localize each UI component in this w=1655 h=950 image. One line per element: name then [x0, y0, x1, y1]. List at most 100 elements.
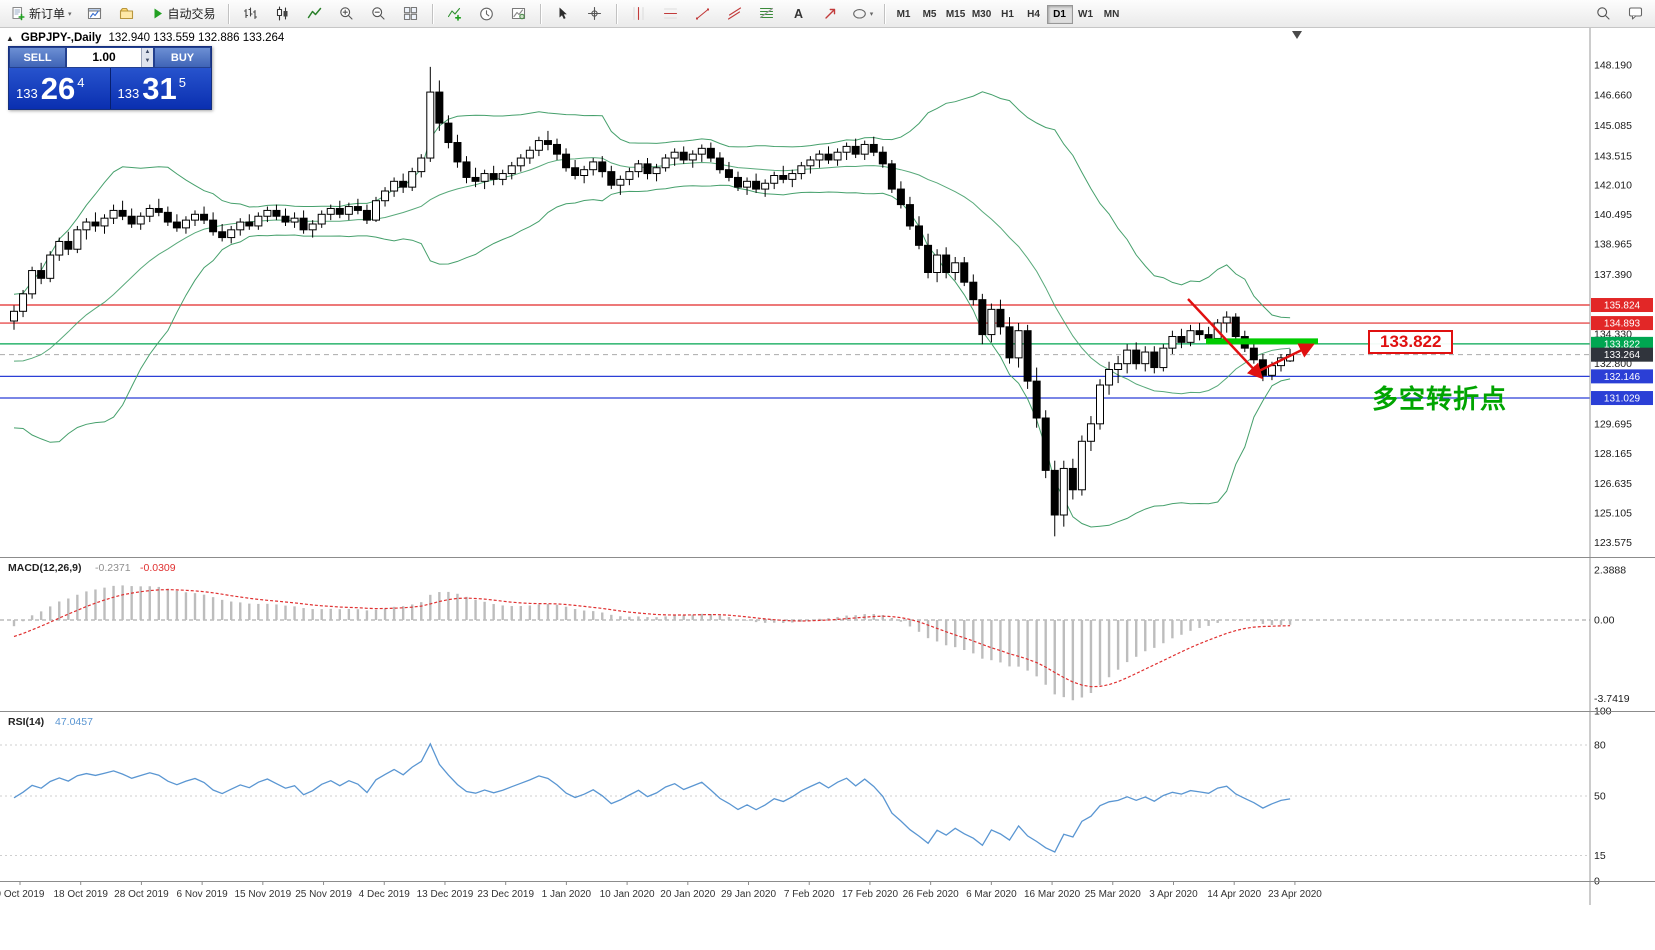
tile-windows-button[interactable]	[395, 2, 427, 26]
search-button[interactable]	[1587, 2, 1619, 26]
svg-text:131.029: 131.029	[1604, 394, 1641, 405]
svg-text:15 Nov 2019: 15 Nov 2019	[234, 889, 291, 900]
new-order-button[interactable]: 新订单 ▾	[4, 3, 79, 25]
clock-icon	[479, 6, 494, 21]
vertical-line-icon	[631, 6, 646, 21]
svg-text:-0.0309: -0.0309	[140, 562, 176, 574]
toolbar-separator	[227, 3, 230, 24]
svg-text:10 Jan 2020: 10 Jan 2020	[600, 889, 655, 900]
svg-text:15: 15	[1594, 850, 1606, 862]
sell-button[interactable]: SELL	[9, 47, 66, 68]
chevron-down-icon: ▾	[869, 10, 874, 18]
svg-text:125.105: 125.105	[1594, 507, 1632, 519]
bollinger-bands-layer	[13, 91, 1291, 528]
svg-text:23 Apr 2020: 23 Apr 2020	[1268, 889, 1322, 900]
timeframe-m1[interactable]: M1	[891, 5, 917, 24]
timeframe-m15[interactable]: M15	[943, 5, 969, 24]
svg-text:123.575: 123.575	[1594, 537, 1632, 549]
channel-icon	[727, 6, 742, 21]
zoom-out-icon	[371, 6, 386, 21]
line-chart-mode-button[interactable]	[299, 2, 331, 26]
svg-text:25 Nov 2019: 25 Nov 2019	[295, 889, 352, 900]
chart-shift-marker	[1292, 31, 1302, 39]
timeframe-m5[interactable]: M5	[917, 5, 943, 24]
periods-button[interactable]	[471, 2, 503, 26]
svg-text:7 Feb 2020: 7 Feb 2020	[784, 889, 835, 900]
templates-button[interactable]	[503, 2, 535, 26]
new-chart-button[interactable]	[79, 2, 111, 26]
sell-price-big: 26	[40, 71, 76, 106]
ohlc-readout: 132.940 133.559 132.886 133.264	[108, 32, 285, 44]
cursor-icon	[555, 6, 570, 21]
volume-value[interactable]: 1.00	[92, 50, 116, 64]
vertical-line-tool-button[interactable]	[623, 2, 655, 26]
sell-price-sup: 4	[77, 75, 85, 90]
svg-text:148.190: 148.190	[1594, 60, 1632, 72]
svg-text:2.3888: 2.3888	[1594, 564, 1626, 576]
trendline-tool-button[interactable]	[687, 2, 719, 26]
svg-text:146.660: 146.660	[1594, 89, 1632, 101]
autotrading-button[interactable]: 自动交易	[143, 3, 223, 25]
timeframe-w1[interactable]: W1	[1073, 5, 1099, 24]
fibonacci-tool-button[interactable]	[751, 2, 783, 26]
toolbar: 新订单 ▾ 自动交易 A ▾ M1 M5 M15 M30 H1 H4 D1 W1 M	[0, 0, 1655, 28]
buy-price[interactable]: 133 31 5	[110, 68, 211, 109]
shapes-tool-button[interactable]: ▾	[847, 2, 879, 26]
bar-chart-mode-button[interactable]	[235, 2, 267, 26]
svg-text:6 Mar 2020: 6 Mar 2020	[966, 889, 1017, 900]
buy-price-prefix: 133	[117, 86, 140, 101]
timeframe-m30[interactable]: M30	[969, 5, 995, 24]
search-icon	[1596, 6, 1611, 21]
channel-tool-button[interactable]	[719, 2, 751, 26]
macd-panel: MACD(12,26,9) -0.2371 -0.0309	[0, 562, 1590, 701]
svg-text:132.146: 132.146	[1604, 372, 1641, 383]
shapes-icon	[852, 6, 867, 21]
cursor-tool-button[interactable]	[547, 2, 579, 26]
turning-point-note[interactable]: 多空转折点	[1372, 384, 1508, 414]
svg-text:143.515: 143.515	[1594, 150, 1632, 162]
candle-chart-mode-button[interactable]	[267, 2, 299, 26]
toolbar-separator	[431, 3, 434, 24]
candles-layer	[10, 66, 1295, 537]
collapse-triangle-icon[interactable]: ▲	[6, 34, 14, 43]
sell-price[interactable]: 133 26 4	[9, 68, 110, 109]
timeframe-d1[interactable]: D1	[1046, 4, 1073, 24]
candlestick-chart-icon	[275, 6, 290, 21]
svg-text:-3.7419: -3.7419	[1594, 693, 1630, 705]
timeframe-h1[interactable]: H1	[995, 5, 1021, 24]
timeframe-group: M1 M5 M15 M30 H1 H4 D1 W1 MN	[891, 4, 1125, 24]
horizontal-line-tool-button[interactable]	[655, 2, 687, 26]
svg-text:RSI(14): RSI(14)	[8, 716, 44, 728]
arrow-tool-icon	[823, 6, 838, 21]
svg-text:129.695: 129.695	[1594, 418, 1632, 430]
chart-canvas[interactable]: MACD(12,26,9) -0.2371 -0.0309 RSI(14) 47.045…	[0, 28, 1655, 950]
crosshair-tool-button[interactable]	[579, 2, 611, 26]
profiles-button[interactable]	[111, 2, 143, 26]
spin-down-icon[interactable]: ▼	[144, 58, 151, 64]
community-button[interactable]	[1619, 2, 1651, 26]
svg-text:9 Oct 2019: 9 Oct 2019	[0, 889, 45, 900]
svg-text:126.635: 126.635	[1594, 478, 1632, 490]
template-icon	[511, 6, 526, 21]
volume-spinners[interactable]: ▲ ▼	[141, 48, 153, 67]
spin-up-icon[interactable]: ▲	[144, 49, 151, 55]
svg-text:17 Feb 2020: 17 Feb 2020	[842, 889, 899, 900]
svg-text:4 Dec 2019: 4 Dec 2019	[359, 889, 411, 900]
svg-text:-0.2371: -0.2371	[95, 562, 131, 574]
timeframe-h4[interactable]: H4	[1021, 5, 1047, 24]
level-lines-layer	[0, 304, 1590, 399]
text-tool-button[interactable]: A	[783, 2, 815, 26]
timeframe-mn[interactable]: MN	[1099, 5, 1125, 24]
price-level-callout[interactable]: 133.822	[1368, 330, 1454, 354]
indicators-button[interactable]	[439, 2, 471, 26]
volume-control[interactable]: 1.00 ▲ ▼	[66, 47, 154, 68]
chart-title: ▲ GBPJPY-,Daily 132.940 133.559 132.886 …	[6, 32, 284, 44]
date-axis: 9 Oct 2019 18 Oct 2019 28 Oct 2019 6 Nov 20…	[0, 881, 1322, 900]
annotations-layer	[1187, 31, 1318, 380]
buy-button[interactable]: BUY	[154, 47, 211, 68]
zoom-out-button[interactable]	[363, 2, 395, 26]
zoom-in-button[interactable]	[331, 2, 363, 26]
arrow-tool-button[interactable]	[815, 2, 847, 26]
horizontal-line-icon	[663, 6, 678, 21]
